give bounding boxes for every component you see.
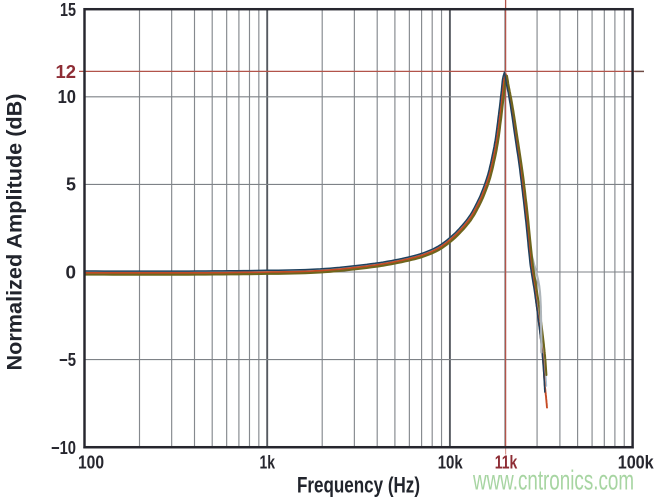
svg-text:10k: 10k [438, 453, 464, 473]
svg-text:11k: 11k [495, 453, 518, 473]
svg-text:1k: 1k [260, 453, 276, 473]
svg-text:10: 10 [58, 87, 76, 107]
svg-text:−10: −10 [51, 438, 76, 458]
svg-text:−5: −5 [59, 350, 76, 370]
svg-text:0: 0 [66, 262, 77, 282]
svg-text:100k: 100k [618, 453, 655, 473]
svg-text:Frequency (Hz): Frequency (Hz) [297, 473, 420, 497]
svg-text:100: 100 [78, 453, 104, 473]
svg-text:Normalized Amplitude (dB): Normalized Amplitude (dB) [4, 94, 27, 371]
svg-text:15: 15 [60, 0, 76, 20]
svg-text:www.cntronics.com: www.cntronics.com [472, 464, 634, 495]
svg-text:12: 12 [56, 62, 77, 82]
svg-text:5: 5 [66, 175, 76, 195]
